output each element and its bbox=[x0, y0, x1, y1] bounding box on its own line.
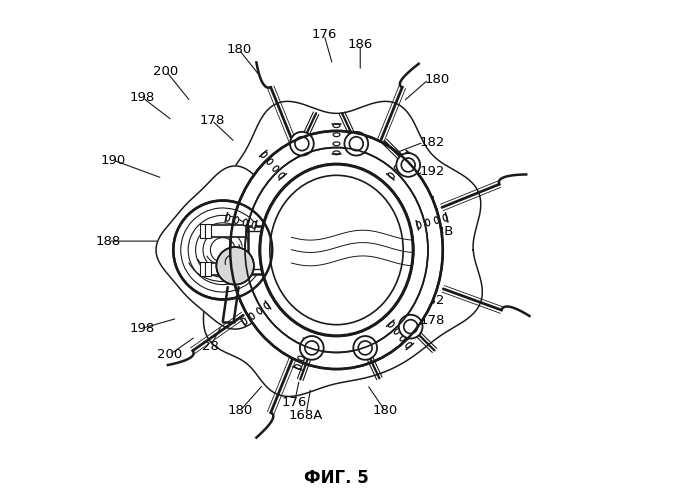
Bar bbox=[199, 224, 205, 238]
Ellipse shape bbox=[260, 164, 413, 336]
Text: 192: 192 bbox=[419, 166, 445, 178]
Circle shape bbox=[216, 247, 254, 284]
Ellipse shape bbox=[230, 131, 443, 369]
Text: 178: 178 bbox=[199, 114, 225, 127]
Ellipse shape bbox=[273, 166, 279, 172]
Circle shape bbox=[300, 336, 324, 360]
Circle shape bbox=[399, 315, 423, 338]
Ellipse shape bbox=[249, 313, 254, 319]
Text: 200: 200 bbox=[157, 348, 182, 362]
Ellipse shape bbox=[298, 356, 304, 360]
Ellipse shape bbox=[295, 364, 302, 369]
Ellipse shape bbox=[333, 133, 340, 136]
Ellipse shape bbox=[388, 322, 394, 327]
Ellipse shape bbox=[417, 222, 421, 228]
Circle shape bbox=[404, 320, 417, 334]
Text: 198: 198 bbox=[130, 91, 155, 104]
Circle shape bbox=[290, 132, 314, 156]
Ellipse shape bbox=[394, 328, 400, 334]
Text: 180: 180 bbox=[372, 404, 398, 417]
Ellipse shape bbox=[267, 159, 273, 164]
Circle shape bbox=[174, 200, 272, 300]
Text: 178: 178 bbox=[419, 314, 445, 326]
Ellipse shape bbox=[256, 308, 262, 314]
Circle shape bbox=[353, 336, 377, 360]
Ellipse shape bbox=[226, 214, 230, 221]
Ellipse shape bbox=[400, 159, 406, 164]
Ellipse shape bbox=[261, 152, 267, 158]
Text: 188: 188 bbox=[96, 234, 120, 248]
Circle shape bbox=[295, 137, 309, 150]
Bar bbox=[211, 226, 246, 237]
Bar bbox=[211, 263, 246, 274]
Ellipse shape bbox=[333, 124, 340, 128]
Ellipse shape bbox=[333, 151, 340, 154]
Bar bbox=[205, 262, 211, 276]
Ellipse shape bbox=[425, 219, 429, 226]
Text: 198: 198 bbox=[130, 322, 155, 334]
Ellipse shape bbox=[252, 222, 256, 228]
Circle shape bbox=[349, 137, 363, 150]
Ellipse shape bbox=[242, 318, 247, 324]
Ellipse shape bbox=[406, 342, 412, 348]
Ellipse shape bbox=[388, 173, 394, 178]
Text: 200: 200 bbox=[153, 64, 178, 78]
Circle shape bbox=[396, 153, 420, 177]
Text: 180: 180 bbox=[227, 404, 252, 417]
Text: 180: 180 bbox=[425, 73, 450, 86]
Polygon shape bbox=[156, 166, 314, 329]
Circle shape bbox=[305, 341, 319, 355]
Bar bbox=[248, 226, 275, 274]
Circle shape bbox=[358, 341, 372, 355]
Ellipse shape bbox=[244, 219, 248, 226]
Text: 28: 28 bbox=[202, 340, 219, 353]
Ellipse shape bbox=[260, 164, 413, 336]
Ellipse shape bbox=[279, 173, 285, 178]
Ellipse shape bbox=[443, 214, 447, 221]
Text: 190: 190 bbox=[100, 154, 126, 166]
Text: 182: 182 bbox=[419, 136, 445, 148]
Bar bbox=[205, 224, 211, 238]
Ellipse shape bbox=[333, 142, 340, 146]
Text: 180: 180 bbox=[227, 44, 252, 56]
Ellipse shape bbox=[264, 302, 269, 309]
Text: 176: 176 bbox=[312, 28, 336, 42]
Ellipse shape bbox=[434, 217, 438, 224]
Bar bbox=[199, 262, 205, 276]
Ellipse shape bbox=[304, 339, 311, 344]
Ellipse shape bbox=[394, 166, 400, 172]
Text: ФИГ. 5: ФИГ. 5 bbox=[304, 470, 369, 488]
Text: 168A: 168A bbox=[289, 409, 323, 422]
Text: 176: 176 bbox=[282, 396, 307, 409]
Text: 182: 182 bbox=[419, 294, 445, 307]
Ellipse shape bbox=[400, 336, 406, 341]
Circle shape bbox=[401, 158, 415, 172]
Text: 168B: 168B bbox=[419, 224, 454, 237]
Ellipse shape bbox=[301, 348, 308, 352]
Circle shape bbox=[345, 132, 368, 156]
Text: 14: 14 bbox=[419, 195, 437, 208]
Ellipse shape bbox=[235, 217, 239, 224]
Ellipse shape bbox=[406, 152, 412, 158]
Polygon shape bbox=[203, 102, 483, 397]
Text: 186: 186 bbox=[348, 38, 373, 52]
Ellipse shape bbox=[270, 176, 403, 324]
